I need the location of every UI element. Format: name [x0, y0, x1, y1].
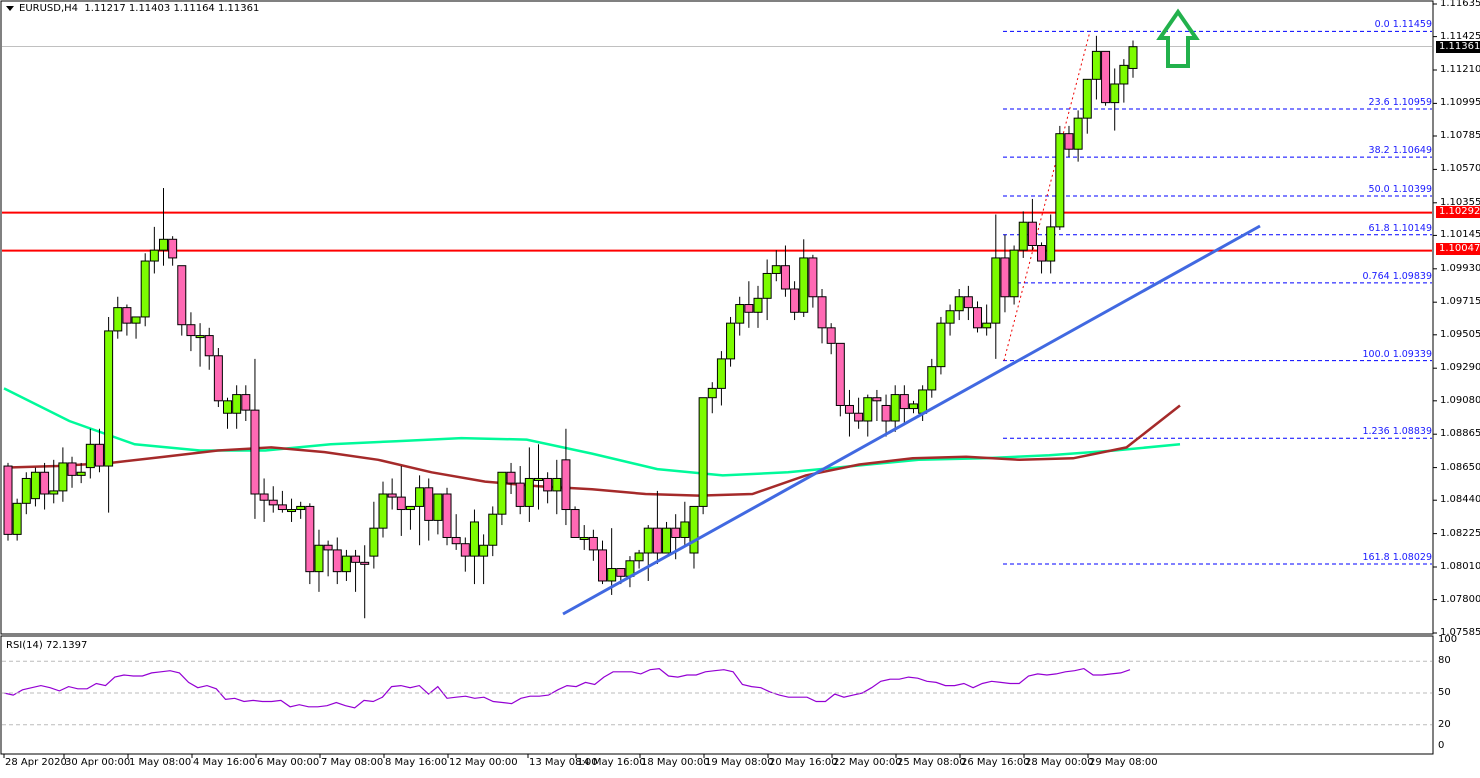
- fib-level-label: 61.8 1.10149: [1368, 222, 1432, 234]
- price-tick-label: 1.09930: [1440, 262, 1480, 274]
- moving-averages: [3, 387, 1181, 497]
- price-tick-label: 1.10785: [1440, 130, 1480, 141]
- price-tick-label: 1.10570: [1440, 163, 1480, 175]
- price-tick-label: 1.09290: [1440, 362, 1480, 374]
- price-tick-label: 1.08225: [1440, 527, 1480, 539]
- fib-level-label: 23.6 1.10959: [1368, 96, 1432, 108]
- rsi-tick-label: 80: [1438, 655, 1451, 667]
- time-tick-label: 6 May 00:00: [257, 757, 320, 768]
- price-tick-label: 1.07585: [1440, 627, 1480, 638]
- fib-level-label: 38.2 1.10649: [1368, 145, 1432, 157]
- time-tick-label: 12 May 00:00: [449, 757, 518, 768]
- resistance-lines[interactable]: [2, 46, 1432, 252]
- ohlc-values: 1.11217 1.11403 1.11164 1.11361: [84, 3, 260, 14]
- fib-level-label: 1.236 1.08839: [1362, 426, 1432, 438]
- rsi-tick-label: 100: [1438, 634, 1458, 645]
- main-pane-frame: [0, 0, 1434, 635]
- price-tick-label: 1.09505: [1440, 328, 1480, 340]
- rsi-pane-frame: [0, 635, 1434, 755]
- price-tick-label: 1.10995: [1440, 97, 1480, 109]
- fib-level-label: 0.764 1.09839: [1362, 270, 1432, 282]
- fib-level-label: 0.0 1.11459: [1374, 19, 1432, 31]
- time-tick-label: 25 May 08:00: [897, 757, 966, 768]
- price-tick-label: 1.10145: [1440, 229, 1480, 241]
- price-tick-label: 1.08440: [1440, 494, 1480, 506]
- current-price-tag: 1.11361: [1436, 41, 1480, 53]
- rsi-line: [3, 667, 1131, 709]
- trendline[interactable]: [562, 224, 1261, 616]
- rsi-tick-label: 50: [1438, 687, 1451, 698]
- chart-header: EURUSD,H4 1.11217 1.11403 1.11164 1.1136…: [6, 3, 259, 14]
- candlesticks: [3, 35, 1138, 619]
- fib-level-label: 50.0 1.10399: [1368, 183, 1432, 195]
- time-tick-label: 8 May 16:00: [385, 757, 448, 768]
- price-tick-label: 1.11425: [1440, 30, 1480, 42]
- price-tick-label: 1.11210: [1440, 64, 1480, 75]
- time-tick-label: 19 May 08:00: [705, 757, 774, 768]
- time-tick-label: 22 May 00:00: [833, 757, 902, 768]
- time-tick-label: 13 May 08:00: [529, 757, 598, 768]
- price-tick-label: 1.07800: [1440, 593, 1480, 605]
- time-tick-label: 29 May 08:00: [1089, 757, 1158, 768]
- price-tick-label: 1.11635: [1440, 0, 1480, 9]
- time-tick-label: 1 May 08:00: [129, 757, 192, 768]
- rsi-tick-label: 20: [1438, 718, 1451, 730]
- time-tick-label: 28 May 00:00: [1025, 757, 1094, 768]
- resistance-1-tag: 1.10292: [1436, 206, 1480, 218]
- fib-level-label: 100.0 1.09339: [1362, 348, 1432, 360]
- rsi-label: RSI(14) 72.1397: [6, 640, 88, 651]
- time-tick-label: 14 May 16:00: [577, 757, 646, 768]
- price-tick-label: 1.08865: [1440, 428, 1480, 440]
- price-tick-label: 1.08650: [1440, 461, 1480, 473]
- collapse-triangle-icon[interactable]: [6, 5, 14, 11]
- time-tick-label: 20 May 16:00: [769, 757, 838, 768]
- time-tick-label: 4 May 16:00: [193, 757, 256, 768]
- symbol-timeframe: EURUSD,H4: [19, 3, 79, 14]
- rsi-tick-label: 0: [1438, 740, 1445, 751]
- axis-ticks: [2, 3, 1437, 758]
- time-tick-label: 28 Apr 2020: [5, 757, 67, 768]
- fibonacci-levels[interactable]: [1003, 30, 1432, 565]
- time-tick-label: 7 May 08:00: [321, 757, 384, 768]
- time-tick-label: 30 Apr 00:00: [65, 757, 131, 768]
- price-tick-label: 1.09080: [1440, 394, 1480, 406]
- fib-level-label: 161.8 1.08029: [1362, 552, 1432, 564]
- resistance-2-tag: 1.10047: [1436, 243, 1480, 255]
- price-tick-label: 1.08010: [1440, 560, 1480, 572]
- time-tick-label: 26 May 16:00: [961, 757, 1030, 768]
- up-arrow-icon: [1156, 8, 1200, 68]
- time-tick-label: 18 May 00:00: [641, 757, 710, 768]
- price-tick-label: 1.10355: [1440, 196, 1480, 208]
- price-tick-label: 1.09715: [1440, 296, 1480, 308]
